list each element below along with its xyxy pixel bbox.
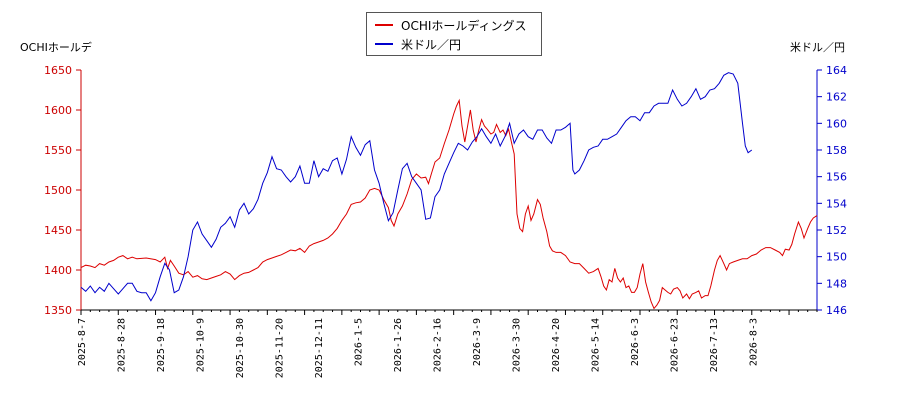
right-tick-label: 150 xyxy=(826,251,847,264)
right-tick-label: 158 xyxy=(826,144,847,157)
series-layer xyxy=(80,72,818,310)
x-tick-label: 2026-5-14 xyxy=(591,318,602,372)
x-tick-label: 2026-1-26 xyxy=(393,318,404,372)
x-tick-label: 2026-3-9 xyxy=(472,318,483,366)
right-tick-label: 160 xyxy=(826,117,847,130)
x-tick-label: 2025-9-18 xyxy=(156,318,167,372)
x-tick-label: 2025-12-11 xyxy=(314,318,325,378)
right-axis: 146 148 150 152 154 156 158 160 162 164 xyxy=(816,64,847,317)
right-tick-label: 164 xyxy=(826,64,847,77)
left-tick-label: 1350 xyxy=(44,304,72,317)
right-tick-label: 154 xyxy=(826,197,847,210)
right-tick-label: 146 xyxy=(826,304,847,317)
right-tick-label: 152 xyxy=(826,224,847,237)
left-tick-label: 1650 xyxy=(44,64,72,77)
legend-item-right: 米ドル／円 xyxy=(375,35,461,53)
left-tick-label: 1450 xyxy=(44,224,72,237)
legend-swatch-left xyxy=(375,24,393,26)
x-tick-label: 2025-8-28 xyxy=(117,318,128,372)
x-tick-label: 2026-6-3 xyxy=(630,318,641,366)
x-tick-label: 2026-2-16 xyxy=(433,318,444,372)
legend: OCHIホールディングス 米ドル／円 xyxy=(366,12,542,56)
x-tick-label: 2025-8-7 xyxy=(77,318,88,366)
x-tick-label: 2025-10-9 xyxy=(196,318,207,372)
x-tick-label: 2026-4-20 xyxy=(551,318,562,372)
x-tick-label: 2026-1-5 xyxy=(354,318,365,366)
x-tick-label: 2026-3-30 xyxy=(512,318,523,372)
left-axis: 1350 1400 1450 1500 1550 1600 1650 xyxy=(44,64,82,317)
x-tick-label: 2025-11-20 xyxy=(275,318,286,378)
x-tick-label: 2025-10-30 xyxy=(235,318,246,378)
legend-label-left: OCHIホールディングス xyxy=(401,18,527,33)
legend-label-right: 米ドル／円 xyxy=(401,37,462,52)
left-tick-label: 1550 xyxy=(44,144,72,157)
legend-swatch-right xyxy=(375,43,393,45)
legend-item-left: OCHIホールディングス xyxy=(375,16,527,34)
right-tick-label: 156 xyxy=(826,171,847,184)
right-axis-title: 米ドル／円 xyxy=(790,41,845,54)
right-tick-label: 148 xyxy=(826,277,847,290)
x-tick-label: 2026-6-23 xyxy=(670,318,681,372)
x-tick-label: 2026-8-3 xyxy=(749,318,760,366)
x-tick-label: 2026-7-13 xyxy=(709,318,720,372)
left-tick-label: 1600 xyxy=(44,104,72,117)
x-axis: 2025-8-7 2025-8-28 2025-9-18 2025-10-9 2025-… xyxy=(77,309,818,378)
right-tick-label: 162 xyxy=(826,91,847,104)
left-tick-label: 1500 xyxy=(44,184,72,197)
series-line-usdjpy xyxy=(80,72,753,302)
left-tick-label: 1400 xyxy=(44,264,72,277)
left-axis-title: OCHIホールデ xyxy=(20,41,92,54)
series-line-ochi xyxy=(80,98,818,310)
